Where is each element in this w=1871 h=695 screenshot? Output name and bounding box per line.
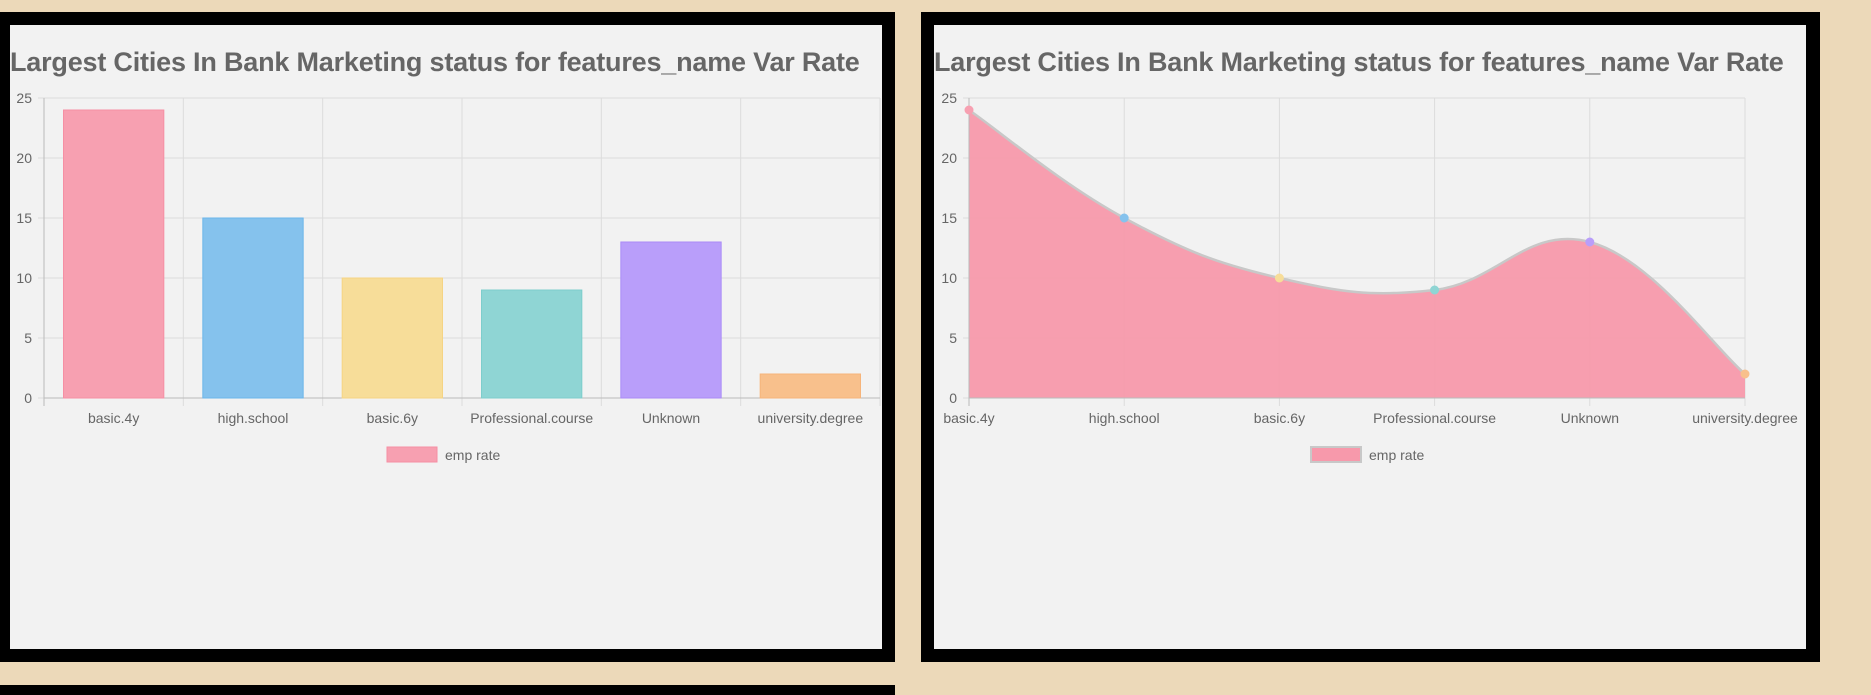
bar-chart-title: Largest Cities In Bank Marketing status …	[10, 47, 860, 77]
area-fill	[969, 110, 1745, 398]
y-tick-label: 15	[941, 210, 957, 226]
area-chart-svg: 0 5 10 15 20 25 basic.4y high.school basic.6y Pro…	[941, 90, 1798, 463]
x-tick-label: Professional.course	[470, 410, 593, 426]
y-tick-label: 20	[941, 150, 957, 166]
y-tick-label: 5	[949, 330, 957, 346]
y-tick-label: 0	[24, 390, 32, 406]
bar-university.degree	[759, 373, 861, 399]
x-tick-label: basic.4y	[943, 410, 994, 426]
x-tick-label: Unknown	[642, 410, 700, 426]
y-tick-label: 25	[16, 90, 32, 106]
bottom-panel-edge	[0, 685, 895, 695]
data-point-high.school	[1119, 213, 1129, 223]
x-tick-label: university.degree	[758, 410, 864, 426]
legend-label: emp rate	[1369, 447, 1424, 463]
x-tick-label: high.school	[218, 410, 289, 426]
y-tick-label: 10	[16, 270, 32, 286]
area-chart-area: Largest Cities In Bank Marketing status …	[934, 25, 1806, 649]
legend-label: emp rate	[445, 447, 500, 463]
y-tick-label: 10	[941, 270, 957, 286]
x-tick-label: Professional.course	[1373, 410, 1496, 426]
y-tick-label: 25	[941, 90, 957, 106]
x-tick-label: high.school	[1089, 410, 1160, 426]
bar-chart-area: Largest Cities In Bank Marketing status …	[10, 25, 882, 649]
x-tick-label: basic.6y	[367, 410, 418, 426]
y-tick-label: 0	[949, 390, 957, 406]
bar-chart-svg: 0 5 10 15 20 25 basic.4y high.school basic.6y Pro…	[16, 90, 881, 463]
data-point-university.degree	[1740, 369, 1750, 379]
bar-Unknown	[620, 241, 722, 399]
x-tick-label: basic.4y	[88, 410, 139, 426]
bar-Professional.course	[481, 289, 583, 399]
data-point-Professional.course	[1430, 285, 1440, 295]
y-tick-label: 5	[24, 330, 32, 346]
bar-basic.6y	[341, 277, 443, 399]
series-line	[968, 108, 1746, 375]
data-point-basic.6y	[1274, 273, 1284, 283]
x-tick-label: Unknown	[1561, 410, 1619, 426]
data-point-Unknown	[1585, 237, 1595, 247]
y-tick-label: 15	[16, 210, 32, 226]
x-tick-label: basic.6y	[1254, 410, 1305, 426]
bar-chart-panel: Largest Cities In Bank Marketing status …	[0, 12, 895, 662]
data-point-basic.4y	[964, 105, 974, 115]
y-tick-label: 20	[16, 150, 32, 166]
x-tick-label: university.degree	[1692, 410, 1798, 426]
bar-high.school	[202, 217, 304, 399]
area-chart-panel: Largest Cities In Bank Marketing status …	[921, 12, 1820, 662]
legend-swatch	[1310, 446, 1362, 463]
legend-swatch	[386, 446, 438, 463]
area-chart-title: Largest Cities In Bank Marketing status …	[934, 47, 1784, 77]
bar-basic.4y	[63, 109, 165, 399]
